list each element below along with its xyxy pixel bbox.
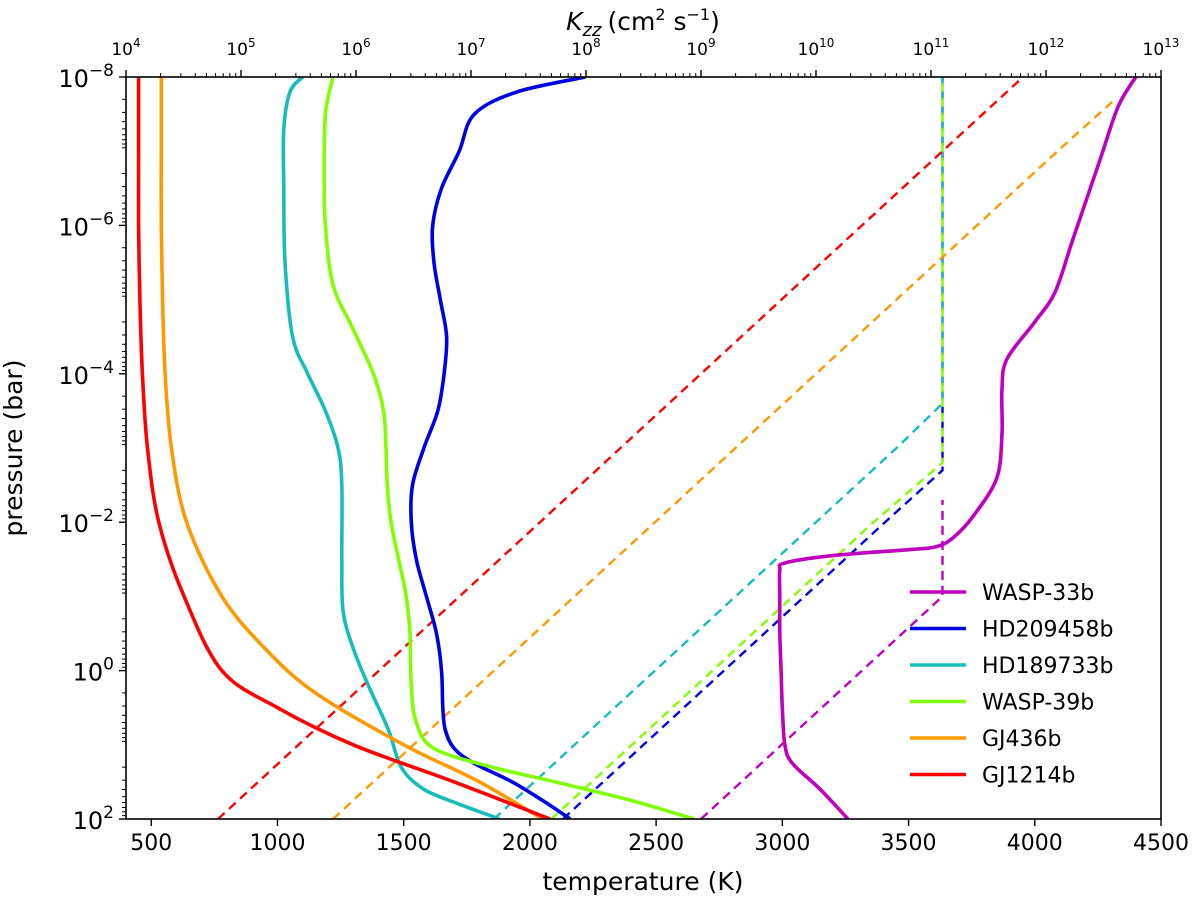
kzz-line-gj1214b <box>217 77 1024 819</box>
kzz-profiles <box>217 77 1116 819</box>
x-tick-label: 500 <box>130 831 172 856</box>
x2-tick-label: 108 <box>571 36 600 60</box>
y-tick-label: 102 <box>73 803 114 835</box>
top-axis-label: Kzz (cm2 s−1) <box>566 5 720 41</box>
temperature-profiles <box>136 77 1138 819</box>
y-tick-label: 10−8 <box>58 61 114 93</box>
x-tick-label: 2000 <box>502 831 558 856</box>
x-tick-label: 2500 <box>628 831 684 856</box>
x2-tick-label: 1010 <box>798 36 835 60</box>
kzz-line-wasp-39b <box>550 77 944 819</box>
legend-label-wasp-33b: WASP-33b <box>982 581 1094 606</box>
legend: WASP-33b HD209458b HD189733b WASP-39b GJ436b… <box>910 581 1113 789</box>
kzz-line-hd189733b <box>493 77 944 819</box>
temperature-line-hd189733b <box>281 77 501 819</box>
y-axis-left: 10−8 10−6 10−4 10−2 100 102 <box>58 61 126 835</box>
temperature-line-gj1214b <box>136 77 551 819</box>
temperature-line-hd209458b <box>409 77 586 819</box>
x-tick-label: 3000 <box>754 831 810 856</box>
top-axis-label-units-exp1: 2 <box>655 5 665 24</box>
y-axis-label: pressure (bar) <box>0 360 28 537</box>
x-axis-bottom: 500 1000 1500 2000 2500 3000 3500 4000 4500 <box>130 819 1189 856</box>
plot-frame <box>125 76 1162 820</box>
x-axis-top: 104 105 106 107 108 109 1010 1011 1012 1013 <box>111 36 1179 77</box>
kzz-line-gj436b <box>332 98 1116 819</box>
top-axis-label-units-prefix: (cm <box>607 7 655 36</box>
x2-tick-label: 109 <box>686 36 715 60</box>
x2-tick-label: 1013 <box>1143 36 1180 60</box>
legend-label-hd189733b: HD189733b <box>982 654 1113 679</box>
x2-tick-label: 107 <box>456 36 485 60</box>
y-tick-label: 10−4 <box>58 358 114 390</box>
x-axis-label: temperature (K) <box>543 867 744 896</box>
y-tick-label: 100 <box>73 655 114 687</box>
x2-tick-label: 1012 <box>1028 36 1065 60</box>
top-axis-label-sub: zz <box>582 20 602 41</box>
legend-label-gj436b: GJ436b <box>982 727 1062 752</box>
kzz-line-wasp-33b <box>700 499 944 819</box>
temperature-line-wasp-39b <box>322 77 695 819</box>
plot-area <box>126 77 1161 819</box>
x2-tick-label: 1011 <box>913 36 950 60</box>
y-tick-label: 10−6 <box>58 209 114 241</box>
y-tick-label: 10−2 <box>58 506 114 538</box>
top-axis-label-units-suffix: ) <box>710 7 720 36</box>
legend-label-gj1214b: GJ1214b <box>982 764 1076 789</box>
x-tick-label: 1000 <box>249 831 305 856</box>
x2-tick-label: 105 <box>226 36 255 60</box>
top-axis-label-units-exp2: −1 <box>686 5 710 24</box>
legend-label-wasp-39b: WASP-39b <box>982 691 1094 716</box>
x2-tick-label: 104 <box>111 36 140 60</box>
temperature-line-wasp-33b <box>777 77 1138 819</box>
temperature-line-gj436b <box>159 77 544 819</box>
x-tick-label: 1500 <box>376 831 432 856</box>
legend-label-hd209458b: HD209458b <box>982 618 1113 643</box>
x-tick-label: 4000 <box>1007 831 1063 856</box>
x-tick-label: 4500 <box>1133 831 1189 856</box>
x2-tick-label: 106 <box>341 36 370 60</box>
top-axis-label-units-mid: s <box>666 7 687 36</box>
x-tick-label: 3500 <box>881 831 937 856</box>
top-axis-label-k: K <box>566 7 585 36</box>
